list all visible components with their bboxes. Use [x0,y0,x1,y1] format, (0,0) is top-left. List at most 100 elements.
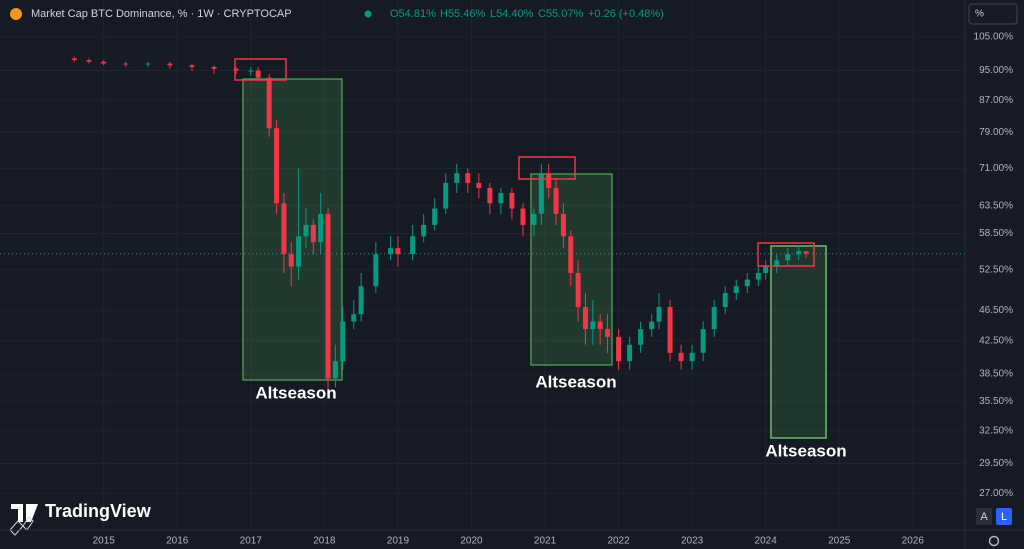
candle-body [318,213,324,243]
x-tick-label: 2020 [460,536,483,547]
candle-body [605,329,611,337]
candle-body [248,70,254,72]
annotation: Altseason [255,383,336,402]
x-tick-label: 2015 [93,536,116,547]
y-tick-label: 32.50% [979,426,1013,437]
candle-body [310,224,316,243]
ohlc: C55.07% [538,8,583,20]
candle-body [509,192,515,209]
y-tick-label: 63.50% [979,201,1013,212]
logo [9,504,38,536]
y-tick-label: 95.00% [979,65,1013,76]
y-tick-label: 87.00% [979,95,1013,106]
candle-body [649,321,655,330]
btc-icon [10,8,22,20]
candle-body [303,224,309,237]
top-box [234,58,287,81]
candle-body [358,286,364,315]
candle-body [266,77,272,129]
candle-body [616,336,622,362]
candle-body [487,187,493,204]
candle-body [803,251,809,254]
candles [0,56,965,392]
annotation: Altseason [765,441,846,460]
candle-body [597,321,603,330]
candle-body [395,248,401,255]
y-tick-label: 46.50% [979,305,1013,316]
candle-body [582,306,588,330]
candle-body [465,173,471,183]
ohlc-change: +0.26 (+0.48%) [588,8,664,20]
status-dot [364,10,372,18]
top-box [518,156,576,180]
ohlc: H55.46% [440,8,485,20]
scale-button-label[interactable]: % [975,9,984,20]
y-tick-label: 29.50% [979,458,1013,469]
x-tick-label: 2021 [534,536,557,547]
candle-body [351,314,357,322]
candle-body [189,65,195,68]
candle-body [281,203,287,255]
candle-body [531,213,537,225]
y-tick-label: 105.00% [974,32,1014,43]
x-tick-label: 2026 [902,536,925,547]
settings-icon[interactable] [988,535,1000,547]
candle-body [774,260,780,267]
ohlc: L54.40% [490,8,534,20]
candle-body [211,67,217,69]
candle-body [145,63,151,65]
candle-body [689,352,695,362]
candle-body [755,273,761,280]
candle-body [568,236,574,274]
candle-body [700,329,706,353]
candle-body [255,70,261,78]
y-tick-label: 42.50% [979,335,1013,346]
y-tick-label: 79.00% [979,127,1013,138]
scale-button[interactable] [968,3,1018,25]
candle-body [575,273,581,307]
log-button[interactable] [996,508,1012,525]
candle-body [101,61,107,64]
candle-body [656,306,662,322]
candle-body [443,182,449,209]
candle-body [722,292,728,307]
candle-body [538,173,544,214]
x-tick-label: 2016 [166,536,189,547]
y-tick-label: 52.50% [979,264,1013,275]
x-tick-label: 2022 [607,536,630,547]
candle-body [785,254,791,261]
candle-body [520,208,526,225]
x-tick-label: 2018 [313,536,336,547]
x-tick-label: 2017 [240,536,263,547]
candle-body [86,60,92,62]
candle-body [627,344,633,362]
altseason-zone [770,245,827,439]
auto-button-label[interactable]: A [980,511,988,523]
candle-body [733,286,739,293]
log-button-label[interactable]: L [1001,511,1007,523]
candle-body [421,224,427,237]
y-tick-label: 58.50% [979,228,1013,239]
candle-body [763,266,769,274]
y-tick-label: 27.00% [979,488,1013,499]
candle-body [274,128,280,204]
candle-body [590,321,596,330]
candle-body [454,173,460,183]
candle-body [388,248,394,255]
y-tick-label: 35.50% [979,396,1013,407]
altseason-zone [242,78,343,381]
candle-body [288,254,294,267]
auto-button[interactable] [976,508,992,525]
candle-body [711,306,717,330]
x-tick-label: 2019 [387,536,410,547]
candle-body [476,182,482,188]
candle-body [410,236,416,255]
candle-body [296,236,302,267]
y-tick-label: 38.50% [979,369,1013,380]
candle-body [678,352,684,362]
x-tick-label: 2025 [828,536,851,547]
